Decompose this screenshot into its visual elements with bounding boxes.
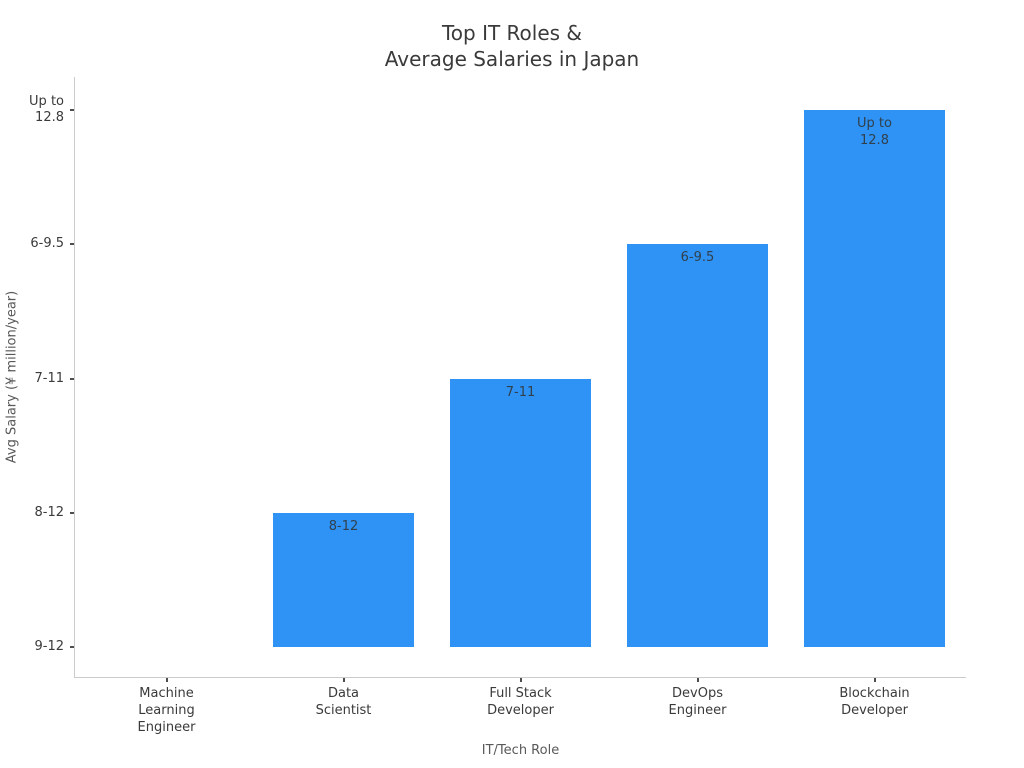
y-tick-mark [70,511,74,514]
x-tick-label: Blockchain Developer [839,686,910,718]
y-tick-mark [70,646,74,648]
x-tick-mark [342,678,345,682]
plot-area: 8-12 7-11 6-9.5 Up to 12.8 9-12 8-12 7-11 6-9.… [29,77,966,758]
x-tick-label: DevOps Engineer [668,686,727,718]
y-axis-line [74,77,75,677]
x-tick-mark [873,678,876,682]
y-tick-label: 8-12 [34,504,64,520]
y-tick-label: 6-9.5 [30,236,64,252]
bar-3 [450,378,591,647]
x-axis-line [74,677,966,678]
x-tick-label: Data Scientist [315,686,372,718]
x-tick-mark [165,678,168,682]
bar-value-label: 6-9.5 [680,250,715,266]
x-tick-label: Full Stack Developer [487,686,554,718]
y-tick-label: 7-11 [34,370,64,386]
x-tick-mark [696,678,699,682]
y-tick-mark [70,243,74,246]
y-tick-mark [70,109,74,111]
y-tick-label: Up to 12.8 [29,94,64,125]
x-tick-label: Machine Learning Engineer [137,686,196,735]
bar-value-label: Up to 12.8 [857,116,892,148]
bar-5 [804,110,945,647]
chart-title: Top IT Roles & Average Salaries in Japan [384,21,640,71]
y-tick-label: 9-12 [34,639,64,654]
bar-2 [273,512,414,647]
bar-4 [627,244,768,647]
bar-value-label: 8-12 [328,518,359,534]
y-tick-mark [70,377,74,380]
y-axis-title: Avg Salary (¥ million/year) [4,290,20,464]
x-tick-mark [519,678,522,682]
x-axis-title: IT/Tech Role [481,743,560,758]
bar-value-label: 7-11 [505,384,536,400]
